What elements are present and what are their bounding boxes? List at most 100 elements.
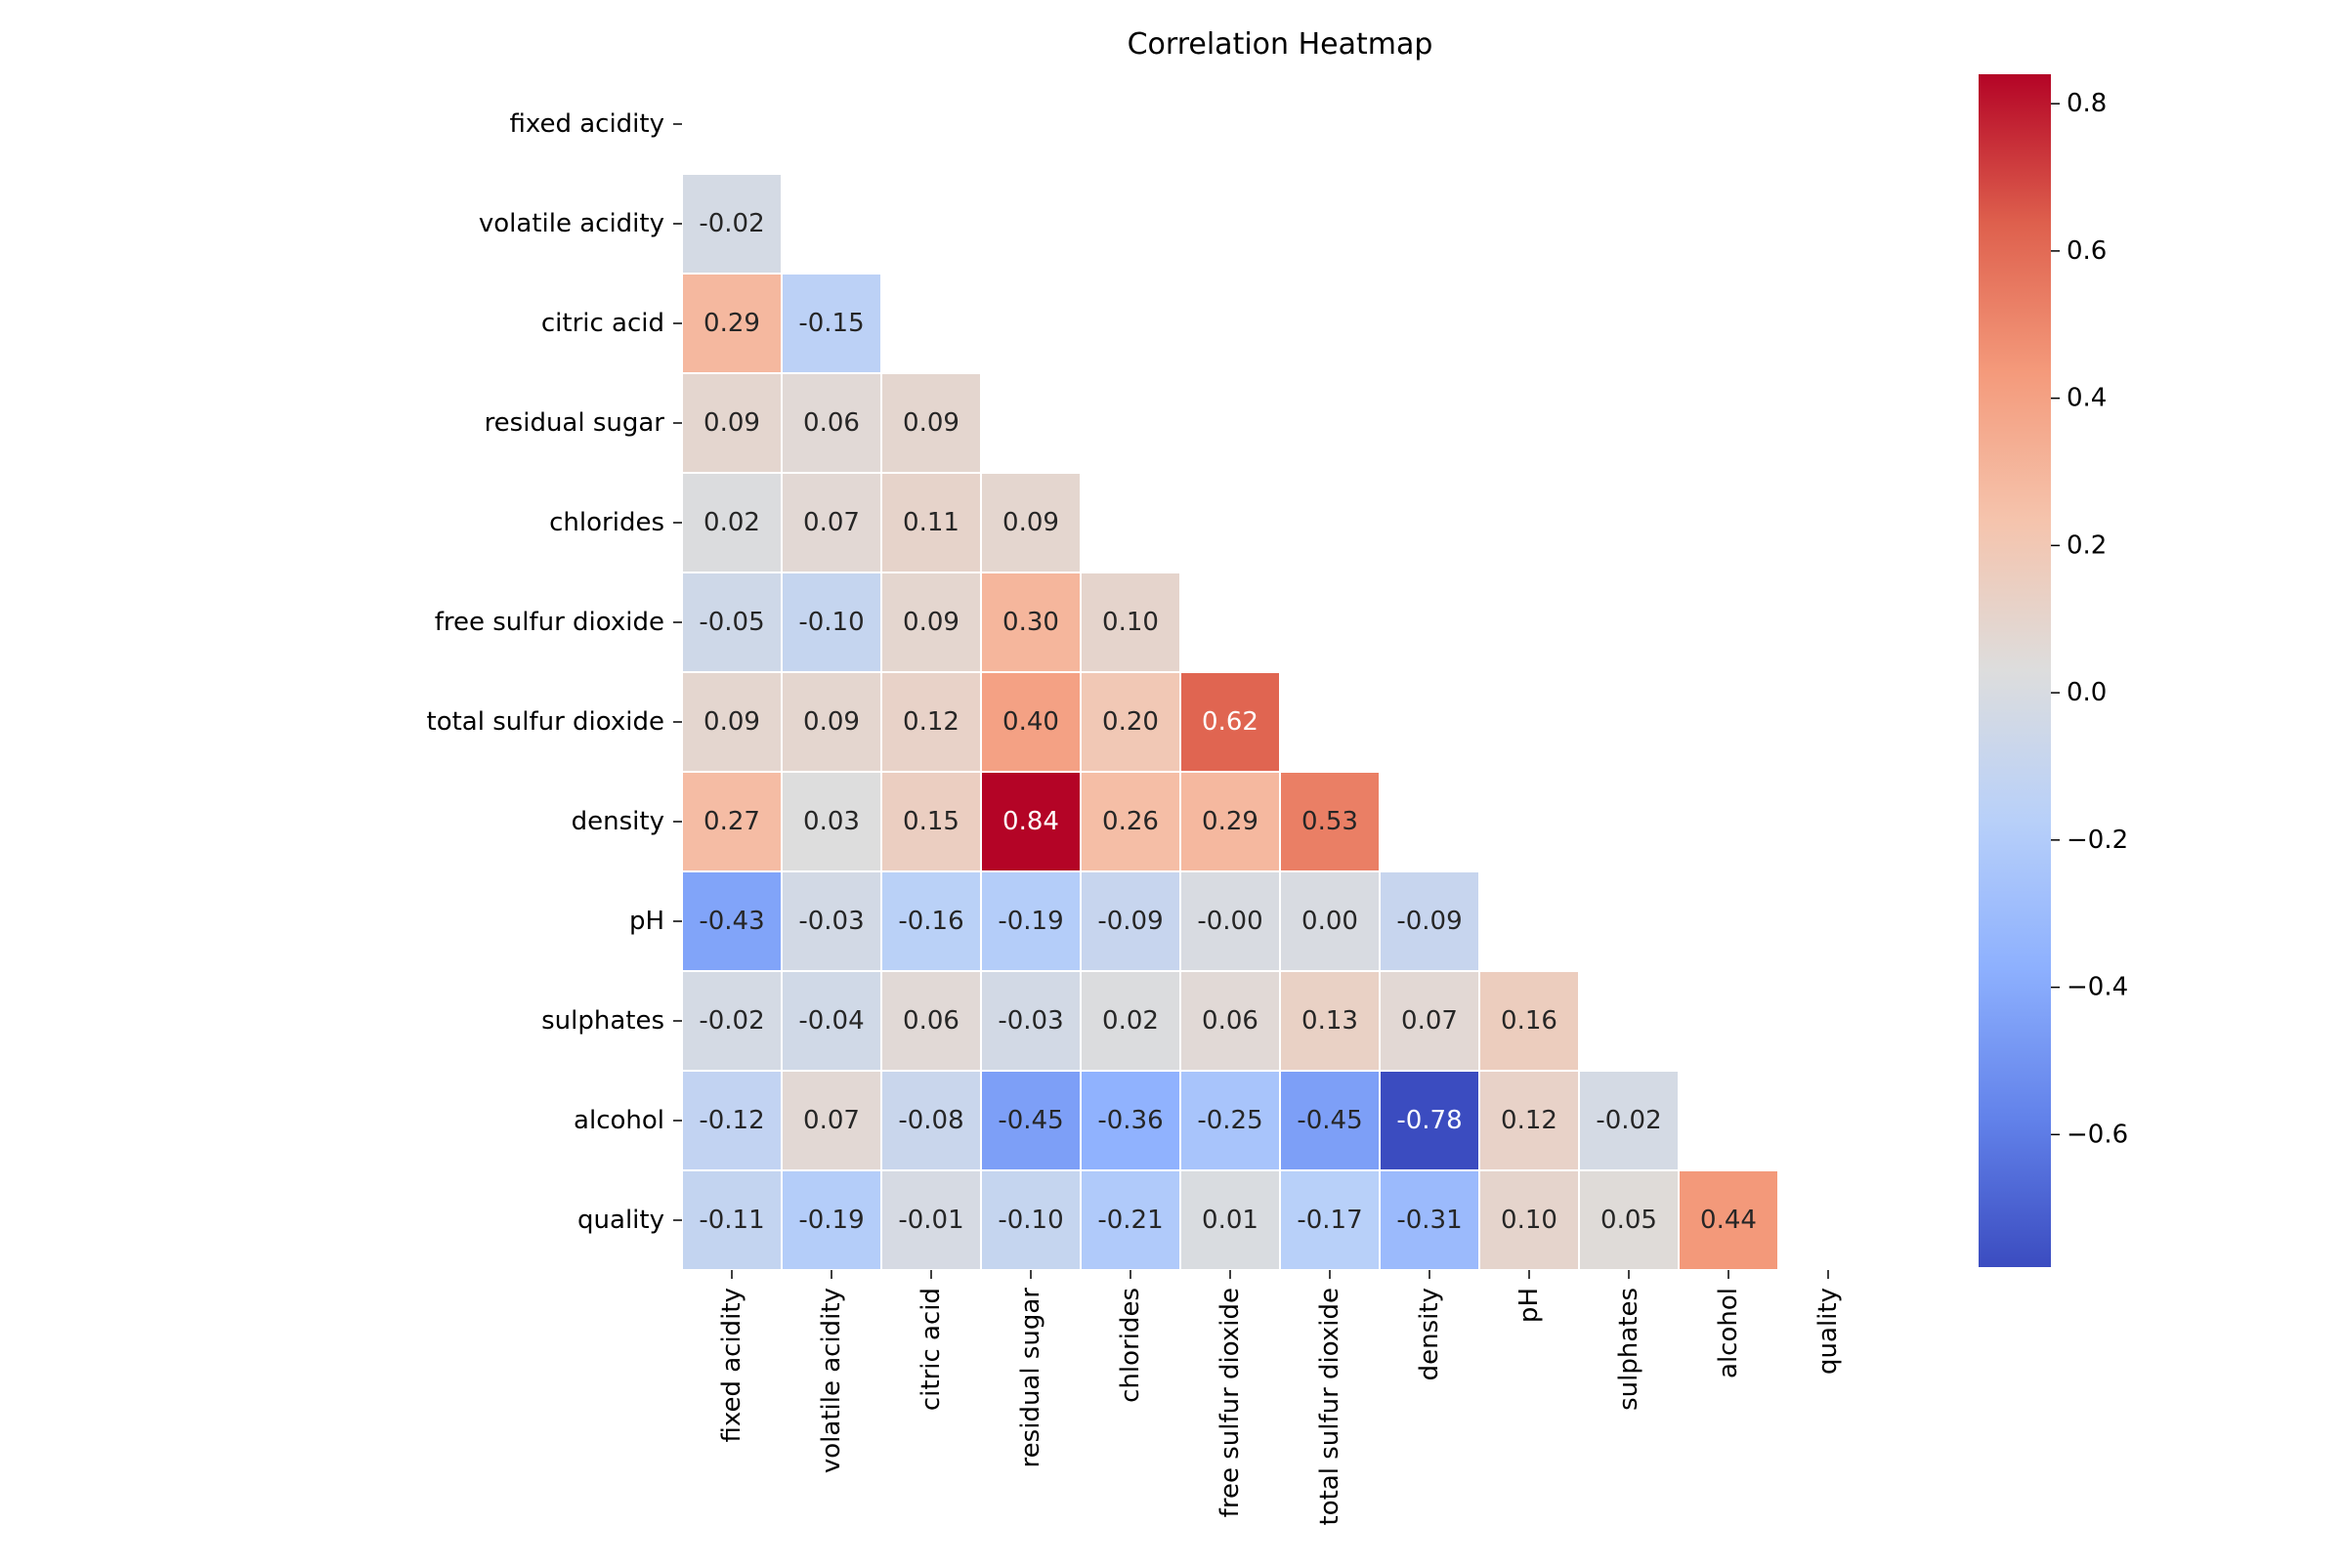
heatmap-cell <box>1179 1070 1281 1171</box>
cell-value-label: 0.15 <box>903 807 959 836</box>
heatmap-cell <box>681 970 783 1072</box>
colorbar: 0.8 0.6 0.4 0.2 0.0 −0.2 −0.4 −0.6 <box>1979 74 2128 1267</box>
cell-value-label: -0.43 <box>699 907 764 936</box>
cell-value-label: 0.29 <box>1202 807 1258 836</box>
cell-value-label: -0.25 <box>1197 1106 1262 1135</box>
cell-value-label: 0.11 <box>903 508 959 537</box>
cell-value-label: -0.16 <box>898 907 963 936</box>
cell-value-label: 0.06 <box>903 1006 959 1036</box>
cell-value-label: -0.31 <box>1396 1206 1462 1235</box>
cell-value-label: -0.36 <box>1097 1106 1163 1135</box>
cell-value-label: -0.45 <box>1297 1106 1362 1135</box>
cell-value-label: -0.04 <box>798 1006 864 1036</box>
column-label-citric-acid: citric acid <box>917 1288 946 1411</box>
row-label-fixed-acidity: fixed acidity <box>510 109 665 139</box>
heatmap-cell <box>980 1070 1082 1171</box>
column-label-quality: quality <box>1813 1288 1843 1375</box>
cell-value-label: -0.19 <box>998 907 1063 936</box>
cell-value-label: -0.09 <box>1396 907 1462 936</box>
heatmap-cell <box>980 472 1082 573</box>
colorbar-tick-label: −0.4 <box>2067 973 2128 1002</box>
cell-value-label: 0.02 <box>704 508 760 537</box>
row-label-ph: pH <box>629 907 664 936</box>
cell-value-label: -0.03 <box>998 1006 1063 1036</box>
cell-value-label: 0.20 <box>1102 707 1159 737</box>
cell-value-label: -0.05 <box>699 608 764 637</box>
cell-value-label: 0.01 <box>1202 1206 1258 1235</box>
cell-value-label: 0.06 <box>803 408 860 438</box>
heatmap-cell <box>1279 771 1381 872</box>
heatmap-cell <box>681 771 783 872</box>
heatmap-cell <box>681 870 783 972</box>
cell-value-label: 0.02 <box>1102 1006 1159 1036</box>
column-label-volatile-acidity: volatile acidity <box>817 1288 846 1473</box>
cell-value-label: 0.09 <box>704 707 760 737</box>
heatmap-cell <box>1179 671 1281 773</box>
cell-value-label: 0.12 <box>1501 1106 1557 1135</box>
cell-value-label: -0.17 <box>1297 1206 1362 1235</box>
cell-value-label: 0.09 <box>903 608 959 637</box>
row-label-sulphates: sulphates <box>541 1006 664 1036</box>
heatmap-cell <box>1080 1070 1181 1171</box>
heatmap-cell <box>781 273 882 374</box>
cell-value-label: 0.07 <box>1401 1006 1458 1036</box>
cell-value-label: 0.40 <box>1002 707 1059 737</box>
cell-value-label: 0.03 <box>803 807 860 836</box>
cell-value-label: 0.10 <box>1102 608 1159 637</box>
heatmap-cell <box>1279 970 1381 1072</box>
heatmap-cell <box>880 870 982 972</box>
heatmap-cell <box>1179 771 1281 872</box>
heatmap-cell <box>980 572 1082 673</box>
cell-value-label: -0.09 <box>1097 907 1163 936</box>
heatmap-cell <box>681 173 783 275</box>
cell-value-label: -0.02 <box>699 1006 764 1036</box>
heatmap-cell <box>1478 970 1580 1072</box>
cell-value-label: -0.45 <box>998 1106 1063 1135</box>
column-label-total-sulfur-dioxide: total sulfur dioxide <box>1315 1288 1344 1526</box>
heatmap-cell <box>880 671 982 773</box>
row-label-alcohol: alcohol <box>574 1106 664 1135</box>
cell-value-label: 0.09 <box>704 408 760 438</box>
heatmap-cell <box>880 372 982 474</box>
heatmap-cell <box>681 1169 783 1271</box>
row-label-volatile-acidity: volatile acidity <box>479 209 664 238</box>
cell-value-label: -0.19 <box>798 1206 864 1235</box>
heatmap-cell <box>681 1070 783 1171</box>
column-label-alcohol: alcohol <box>1714 1288 1743 1378</box>
cell-value-label: 0.29 <box>704 309 760 338</box>
cell-value-label: 0.53 <box>1301 807 1358 836</box>
heatmap-cell <box>1578 1070 1680 1171</box>
colorbar-ticks: 0.8 0.6 0.4 0.2 0.0 −0.2 −0.4 −0.6 <box>2051 89 2128 1149</box>
heatmap-cell <box>1179 1169 1281 1271</box>
cell-value-label: -0.10 <box>998 1206 1063 1235</box>
colorbar-tick-label: 0.8 <box>2067 89 2107 118</box>
heatmap-cell <box>681 273 783 374</box>
cell-value-label: -0.00 <box>1197 907 1262 936</box>
colorbar-tick-label: −0.2 <box>2067 826 2128 855</box>
cell-value-label: -0.12 <box>699 1106 764 1135</box>
colorbar-tick-label: 0.4 <box>2067 384 2107 413</box>
cell-value-label: 0.27 <box>704 807 760 836</box>
cell-value-label: -0.10 <box>798 608 864 637</box>
colorbar-tick-label: −0.6 <box>2067 1120 2128 1149</box>
cell-value-label: 0.06 <box>1202 1006 1258 1036</box>
cell-value-label: -0.08 <box>898 1106 963 1135</box>
heatmap-cell <box>781 671 882 773</box>
cell-value-label: 0.05 <box>1600 1206 1657 1235</box>
heatmap-cell <box>1478 1169 1580 1271</box>
heatmap-cell <box>781 572 882 673</box>
cell-value-label: 0.62 <box>1202 707 1258 737</box>
cell-value-label: 0.09 <box>803 707 860 737</box>
column-label-free-sulfur-dioxide: free sulfur dioxide <box>1215 1288 1245 1517</box>
cell-value-label: 0.10 <box>1501 1206 1557 1235</box>
column-labels: fixed acidity volatile acidity citric acid… <box>717 1270 1843 1526</box>
cell-value-label: 0.30 <box>1002 608 1059 637</box>
heatmap-cell <box>1179 970 1281 1072</box>
row-label-residual-sugar: residual sugar <box>485 408 665 438</box>
row-labels: fixed acidity volatile acidity citric acid… <box>427 109 682 1235</box>
column-label-fixed-acidity: fixed acidity <box>717 1288 746 1443</box>
row-label-total-sulfur-dioxide: total sulfur dioxide <box>427 707 665 737</box>
cell-value-label: 0.09 <box>903 408 959 438</box>
